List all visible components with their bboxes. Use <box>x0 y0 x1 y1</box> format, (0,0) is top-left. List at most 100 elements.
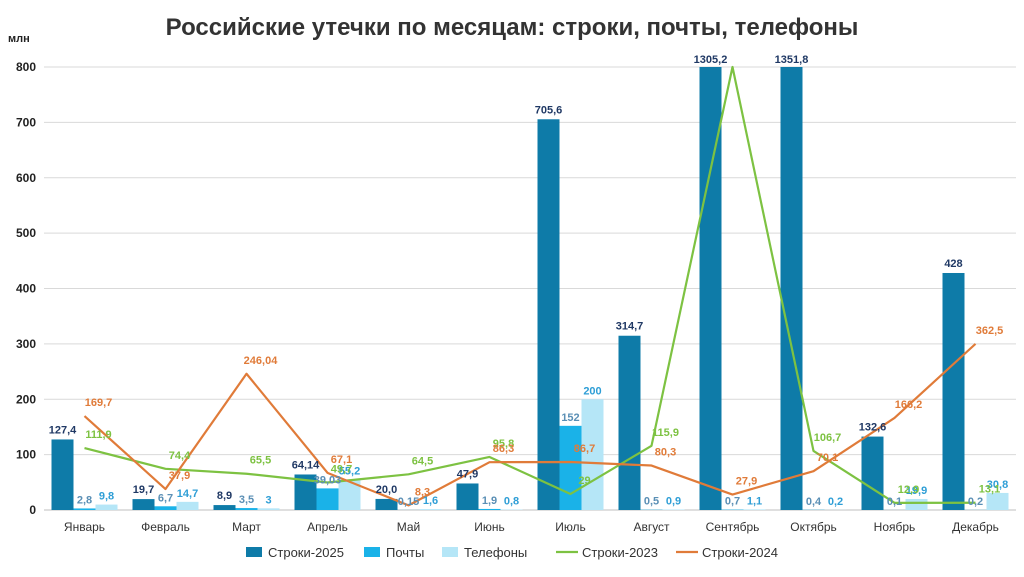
bar-data-label: 1,6 <box>423 495 438 507</box>
line-data-label: 111,9 <box>85 429 111 441</box>
line-data-label: 74,4 <box>169 450 191 462</box>
line-data-label: 86,3 <box>493 443 514 455</box>
chart-title: Российские утечки по месяцам: строки, по… <box>166 14 859 41</box>
y-tick-label: 500 <box>16 226 36 240</box>
bar-data-label: 1305,2 <box>694 54 728 66</box>
bar <box>537 119 560 511</box>
bar-data-label: 428 <box>944 258 962 270</box>
bar-data-label: 47,9 <box>457 468 478 480</box>
y-tick-label: 600 <box>16 171 36 185</box>
line-data-label: 169,7 <box>85 397 113 409</box>
legend-label: Строки-2024 <box>702 545 778 560</box>
x-tick-label: Январь <box>64 520 105 534</box>
line-data-label: 29 <box>578 475 590 487</box>
line-data-label: 362,5 <box>976 325 1004 337</box>
line-data-label: 64,5 <box>412 455 433 467</box>
bar-data-label: 6,7 <box>158 492 173 504</box>
line-data-label: 106,7 <box>814 432 842 444</box>
legend-label: Строки-2025 <box>268 545 344 560</box>
bar-data-label: 0,7 <box>725 496 740 508</box>
bar <box>132 499 155 510</box>
bar-data-label: 55,2 <box>339 465 360 477</box>
bar-data-label: 152 <box>561 412 579 424</box>
bar-data-label: 1351,8 <box>775 54 809 66</box>
gridlines <box>44 66 1016 511</box>
legend-label: Строки-2023 <box>582 545 658 560</box>
bar <box>942 272 965 510</box>
bar <box>294 474 317 510</box>
bar-data-label: 0,9 <box>666 496 681 508</box>
bar-data-label: 64,14 <box>292 459 320 471</box>
bar <box>743 509 766 510</box>
y-tick-label: 200 <box>16 392 36 406</box>
y-axis-unit: млн <box>8 33 30 45</box>
line-data-label: 246,04 <box>244 355 279 367</box>
legend-swatch <box>364 547 380 557</box>
bar <box>316 488 339 510</box>
line-data-label: 27,9 <box>736 476 757 488</box>
bar <box>419 509 442 510</box>
bar-data-label: 314,7 <box>616 321 644 333</box>
bar <box>699 67 722 510</box>
bar-data-label: 0,2 <box>828 496 843 508</box>
line-data-label: 37,9 <box>169 470 190 482</box>
x-tick-label: Декабрь <box>952 520 999 534</box>
y-tick-label: 0 <box>29 503 36 517</box>
bar <box>456 483 479 510</box>
bar <box>861 436 884 510</box>
line-data-label: 12,9 <box>898 484 919 496</box>
y-tick-label: 700 <box>16 115 36 129</box>
bar <box>375 498 398 510</box>
bar <box>213 505 236 510</box>
x-tick-label: Июль <box>555 520 586 534</box>
bar <box>905 498 928 510</box>
x-tick-label: Октябрь <box>790 520 837 534</box>
bar-data-label: 0,8 <box>504 496 519 508</box>
line-data-labels: 111,9 74,4 65,5 49,7 64,5 95,8 29 115,9 106,7 12,… <box>85 325 1004 499</box>
bar-data-label: 30,8 <box>987 479 1008 491</box>
line-data-label: 8,3 <box>415 486 430 498</box>
bar <box>154 506 177 510</box>
y-tick-label: 800 <box>16 60 36 74</box>
bar-data-label: 8,9 <box>217 490 232 502</box>
bar-data-label: 1,1 <box>747 495 762 507</box>
bar-data-label: 705,6 <box>535 104 563 116</box>
bars <box>51 67 1009 511</box>
bar <box>338 479 361 510</box>
bar <box>581 399 604 510</box>
bar-data-label: 9,8 <box>99 491 114 503</box>
x-tick-label: Март <box>232 520 261 534</box>
bar-data-labels: 127,419,7 8,964,1420,047,9705,6314,71305,… <box>49 54 1008 508</box>
line-data-label: 70,1 <box>817 452 838 464</box>
bar <box>618 335 641 510</box>
legend-swatch <box>246 547 262 557</box>
bar-data-label: 1,9 <box>482 495 497 507</box>
y-tick-label: 100 <box>16 448 36 462</box>
bar <box>986 492 1009 510</box>
line-data-label: 86,7 <box>574 443 595 455</box>
x-tick-label: Июнь <box>474 520 505 534</box>
line-data-label: 13,1 <box>979 484 1000 496</box>
bar-data-label: 0,15 <box>398 496 419 508</box>
bar-data-label: 19,7 <box>133 484 154 496</box>
series-line <box>84 65 976 504</box>
bar <box>235 508 258 510</box>
line-data-label: 65,5 <box>250 455 271 467</box>
bar-data-label: 2,8 <box>77 494 92 506</box>
legend-swatch <box>442 547 458 557</box>
bar-data-label: 0,2 <box>968 496 983 508</box>
legend: Строки-2025 Почты Телефоны Строки-2023 Строк… <box>246 545 778 560</box>
y-tick-label: 400 <box>16 282 36 296</box>
bar-data-label: 3 <box>265 494 271 506</box>
line-data-label: 166,2 <box>895 399 923 411</box>
bar <box>51 439 74 510</box>
x-tick-label: Сентябрь <box>706 520 760 534</box>
lines <box>83 65 977 507</box>
bar-data-label: 0,5 <box>644 496 659 508</box>
x-tick-label: Май <box>397 520 421 534</box>
bar <box>559 425 582 510</box>
bar-data-label: 0,1 <box>887 496 902 508</box>
x-axis-ticks: Январь Февраль Март Апрель Май Июнь Июль Август… <box>64 520 999 534</box>
y-tick-label: 300 <box>16 337 36 351</box>
